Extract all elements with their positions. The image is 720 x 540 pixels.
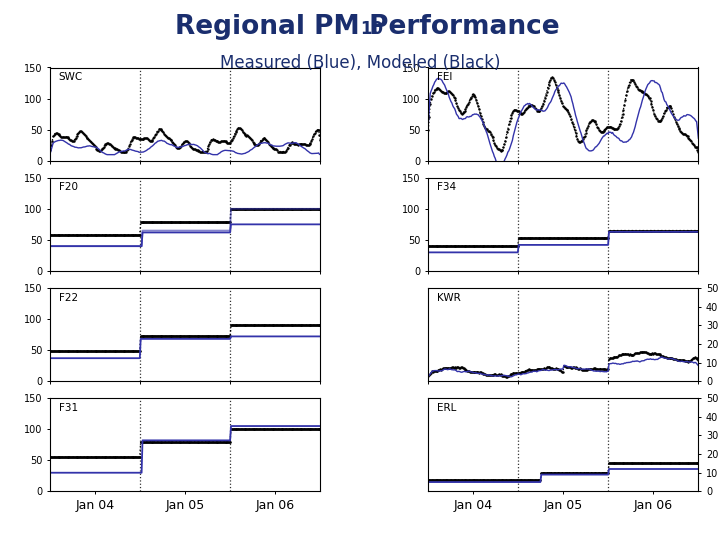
- Text: F20: F20: [58, 183, 78, 192]
- Text: KWR: KWR: [436, 293, 460, 302]
- Text: Regional PM: Regional PM: [176, 14, 360, 39]
- Text: F34: F34: [436, 183, 456, 192]
- Text: F22: F22: [58, 293, 78, 302]
- Text: Measured (Blue), Modeled (Black): Measured (Blue), Modeled (Black): [220, 54, 500, 72]
- Text: ERL: ERL: [436, 403, 456, 413]
- Text: 10: 10: [360, 20, 383, 38]
- Text: F31: F31: [58, 403, 78, 413]
- Text: FEI: FEI: [436, 72, 452, 82]
- Text: SWC: SWC: [58, 72, 83, 82]
- Text: Performance: Performance: [360, 14, 559, 39]
